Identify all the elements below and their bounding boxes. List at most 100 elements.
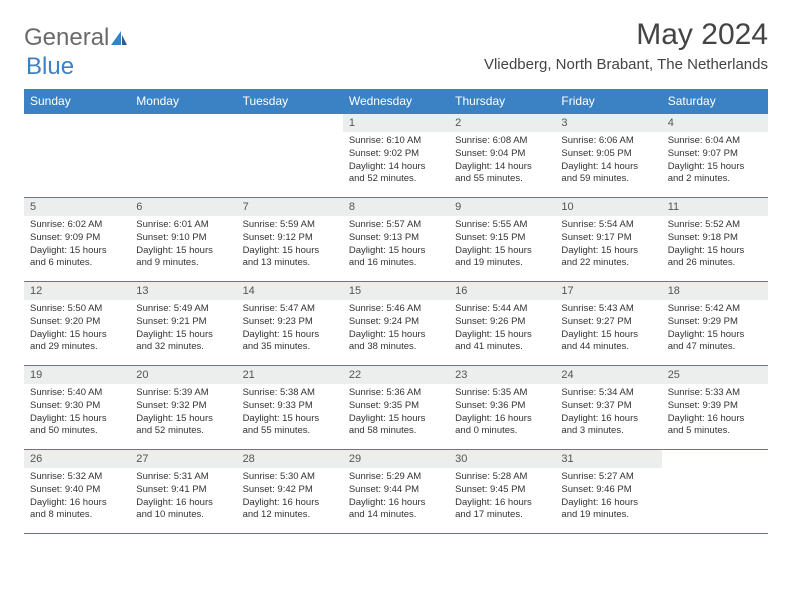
day-details: Sunrise: 6:10 AMSunset: 9:02 PMDaylight:… <box>343 132 449 190</box>
sunrise-text: Sunrise: 6:01 AM <box>136 219 208 230</box>
calendar-day-cell: 10Sunrise: 5:54 AMSunset: 9:17 PMDayligh… <box>555 198 661 282</box>
sunrise-text: Sunrise: 5:46 AM <box>349 303 421 314</box>
calendar-day-cell: 9Sunrise: 5:55 AMSunset: 9:15 PMDaylight… <box>449 198 555 282</box>
daylight-text: Daylight: 15 hours and 55 minutes. <box>243 413 320 437</box>
sunrise-text: Sunrise: 5:50 AM <box>30 303 102 314</box>
day-details: Sunrise: 5:28 AMSunset: 9:45 PMDaylight:… <box>449 468 555 526</box>
calendar-day-cell: 18 Sunrise: 5:42 AM Sunset: 9:29 PM Dayligh… <box>662 282 768 366</box>
calendar-day-cell: 27Sunrise: 5:31 AMSunset: 9:41 PMDayligh… <box>130 450 236 534</box>
logo-text-blue: Blue <box>26 53 74 81</box>
day-number: 18 <box>662 282 768 300</box>
day-details: Sunrise: 6:02 AMSunset: 9:09 PMDaylight:… <box>24 216 130 274</box>
sunrise-text: Sunrise: 5:34 AM <box>561 387 633 398</box>
daylight-text: Daylight: 14 hours and 55 minutes. <box>455 161 532 185</box>
sunset-text: Sunset: 9:32 PM <box>136 400 206 411</box>
calendar-day-cell: 24Sunrise: 5:34 AMSunset: 9:37 PMDayligh… <box>555 366 661 450</box>
day-number: 22 <box>343 366 449 384</box>
daylight-text: Daylight: 15 hours and 26 minutes. <box>668 245 745 269</box>
sunrise-text: Sunrise: 5:40 AM <box>30 387 102 398</box>
day-number: 5 <box>24 198 130 216</box>
weekday-header-row: Sunday Monday Tuesday Wednesday Thursday… <box>24 89 768 114</box>
sunset-text: Sunset: 9:20 PM <box>30 316 100 327</box>
month-title: May 2024 <box>484 18 768 52</box>
sunset-text: Sunset: 9:21 PM <box>136 316 206 327</box>
day-details: Sunrise: 5:52 AMSunset: 9:18 PMDaylight:… <box>662 216 768 274</box>
sunrise-text: Sunrise: 5:33 AM <box>668 387 740 398</box>
day-details: Sunrise: 5:50 AMSunset: 9:20 PMDaylight:… <box>24 300 130 358</box>
day-number: 31 <box>555 450 661 468</box>
weekday-header: Saturday <box>662 89 768 114</box>
sunset-text: Sunset: 9:29 PM <box>668 316 738 327</box>
sunrise-text: Sunrise: 6:06 AM <box>561 135 633 146</box>
day-details: Sunrise: 5:59 AMSunset: 9:12 PMDaylight:… <box>237 216 343 274</box>
day-details: Sunrise: 5:30 AMSunset: 9:42 PMDaylight:… <box>237 468 343 526</box>
daylight-text: Daylight: 15 hours and 13 minutes. <box>243 245 320 269</box>
sunset-text: Sunset: 9:02 PM <box>349 148 419 159</box>
day-number: 21 <box>237 366 343 384</box>
sunrise-text: Sunrise: 5:30 AM <box>243 471 315 482</box>
day-number: 2 <box>449 114 555 132</box>
sunset-text: Sunset: 9:13 PM <box>349 232 419 243</box>
calendar-day-cell: 21Sunrise: 5:38 AMSunset: 9:33 PMDayligh… <box>237 366 343 450</box>
day-number: 14 <box>237 282 343 300</box>
calendar-day-cell: 28Sunrise: 5:30 AMSunset: 9:42 PMDayligh… <box>237 450 343 534</box>
daylight-text: Daylight: 16 hours and 0 minutes. <box>455 413 532 437</box>
daylight-text: Daylight: 15 hours and 47 minutes. <box>668 329 745 353</box>
day-number: 26 <box>24 450 130 468</box>
weekday-header: Tuesday <box>237 89 343 114</box>
sunrise-text: Sunrise: 5:36 AM <box>349 387 421 398</box>
day-number: 3 <box>555 114 661 132</box>
calendar-day-cell: 7Sunrise: 5:59 AMSunset: 9:12 PMDaylight… <box>237 198 343 282</box>
day-details: Sunrise: 5:34 AMSunset: 9:37 PMDaylight:… <box>555 384 661 442</box>
day-details: Sunrise: 5:44 AMSunset: 9:26 PMDaylight:… <box>449 300 555 358</box>
sunset-text: Sunset: 9:40 PM <box>30 484 100 495</box>
calendar-day-cell <box>662 450 768 534</box>
calendar-day-cell: 3Sunrise: 6:06 AMSunset: 9:05 PMDaylight… <box>555 114 661 198</box>
day-details: Sunrise: 5:29 AMSunset: 9:44 PMDaylight:… <box>343 468 449 526</box>
calendar-day-cell: 16Sunrise: 5:44 AMSunset: 9:26 PMDayligh… <box>449 282 555 366</box>
calendar-day-cell: 5Sunrise: 6:02 AMSunset: 9:09 PMDaylight… <box>24 198 130 282</box>
calendar-day-cell: 14Sunrise: 5:47 AMSunset: 9:23 PMDayligh… <box>237 282 343 366</box>
calendar-day-cell: 8Sunrise: 5:57 AMSunset: 9:13 PMDaylight… <box>343 198 449 282</box>
day-number: 23 <box>449 366 555 384</box>
day-number: 19 <box>24 366 130 384</box>
day-details: Sunrise: 5:57 AMSunset: 9:13 PMDaylight:… <box>343 216 449 274</box>
daylight-text: Daylight: 16 hours and 8 minutes. <box>30 497 107 521</box>
day-details: Sunrise: 5:46 AMSunset: 9:24 PMDaylight:… <box>343 300 449 358</box>
logo-text-general: General <box>24 24 109 52</box>
sunrise-text: Sunrise: 6:04 AM <box>668 135 740 146</box>
day-number: 30 <box>449 450 555 468</box>
sunrise-text: Sunrise: 5:59 AM <box>243 219 315 230</box>
daylight-text: Daylight: 15 hours and 22 minutes. <box>561 245 638 269</box>
calendar-day-cell <box>24 114 130 198</box>
sunset-text: Sunset: 9:07 PM <box>668 148 738 159</box>
sunrise-text: Sunrise: 5:42 AM <box>668 303 740 314</box>
sunset-text: Sunset: 9:27 PM <box>561 316 631 327</box>
sunrise-text: Sunrise: 5:38 AM <box>243 387 315 398</box>
day-number: 4 <box>662 114 768 132</box>
day-number: 9 <box>449 198 555 216</box>
day-number: 15 <box>343 282 449 300</box>
daylight-text: Daylight: 15 hours and 32 minutes. <box>136 329 213 353</box>
daylight-text: Daylight: 16 hours and 3 minutes. <box>561 413 638 437</box>
day-number: 20 <box>130 366 236 384</box>
daylight-text: Daylight: 15 hours and 6 minutes. <box>30 245 107 269</box>
sunrise-text: Sunrise: 5:28 AM <box>455 471 527 482</box>
sunrise-text: Sunrise: 5:35 AM <box>455 387 527 398</box>
day-details: Sunrise: 5:36 AMSunset: 9:35 PMDaylight:… <box>343 384 449 442</box>
day-number: 28 <box>237 450 343 468</box>
daylight-text: Daylight: 15 hours and 41 minutes. <box>455 329 532 353</box>
daylight-text: Daylight: 15 hours and 52 minutes. <box>136 413 213 437</box>
weekday-header: Monday <box>130 89 236 114</box>
day-details: Sunrise: 5:35 AMSunset: 9:36 PMDaylight:… <box>449 384 555 442</box>
day-number: 29 <box>343 450 449 468</box>
sunset-text: Sunset: 9:26 PM <box>455 316 525 327</box>
calendar-day-cell: 20Sunrise: 5:39 AMSunset: 9:32 PMDayligh… <box>130 366 236 450</box>
calendar-table: Sunday Monday Tuesday Wednesday Thursday… <box>24 89 768 534</box>
calendar-day-cell: 29Sunrise: 5:29 AMSunset: 9:44 PMDayligh… <box>343 450 449 534</box>
day-details: Sunrise: 5:31 AMSunset: 9:41 PMDaylight:… <box>130 468 236 526</box>
day-details: Sunrise: 6:04 AMSunset: 9:07 PMDaylight:… <box>662 132 768 190</box>
sunset-text: Sunset: 9:18 PM <box>668 232 738 243</box>
day-details: Sunrise: 5:32 AMSunset: 9:40 PMDaylight:… <box>24 468 130 526</box>
calendar-week-row: 5Sunrise: 6:02 AMSunset: 9:09 PMDaylight… <box>24 198 768 282</box>
